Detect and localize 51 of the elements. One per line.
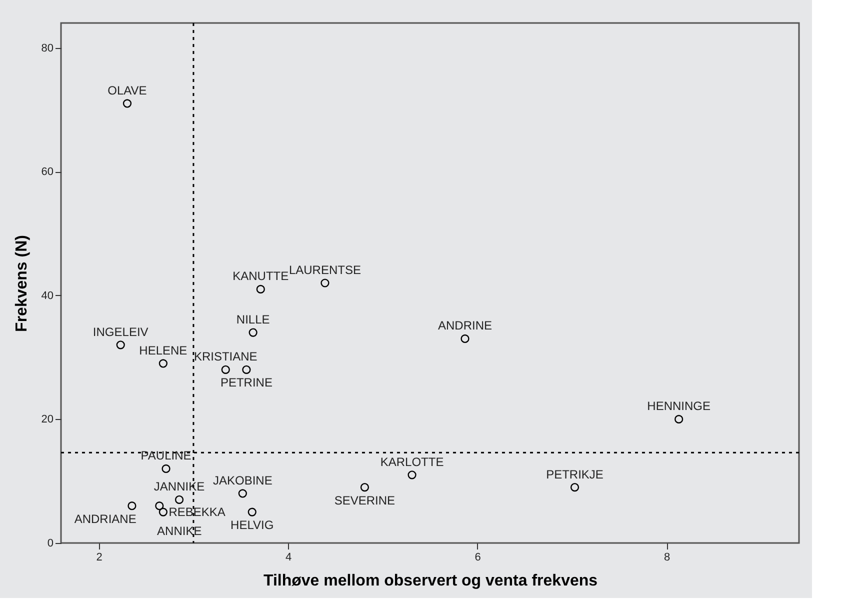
point <box>460 334 470 344</box>
point <box>320 278 330 288</box>
x-tick-label: 8 <box>664 552 670 564</box>
point <box>155 502 164 510</box>
y-tick-label: 0 <box>47 538 54 550</box>
point <box>221 365 230 374</box>
annotation: OLAVE <box>108 83 147 98</box>
annotation: PETRIKJE <box>546 467 604 482</box>
annotation: INGELEIV <box>92 324 148 339</box>
x-axis-title: Tilhøve mellom observert og venta frekvens <box>263 572 598 590</box>
annotation: PAULINE <box>140 448 192 463</box>
point <box>116 340 125 350</box>
x-tick-label: 4 <box>286 552 292 564</box>
annotation: HENNINGE <box>647 399 711 414</box>
annotation: LAURENTSE <box>288 263 361 277</box>
point <box>570 482 580 492</box>
point <box>238 489 247 498</box>
y-tick-label: 80 <box>41 42 54 54</box>
point <box>408 470 416 480</box>
point <box>360 482 370 492</box>
annotation: KANUTTE <box>232 269 289 284</box>
annotation: SEVERINE <box>334 493 396 508</box>
point <box>674 414 684 424</box>
annotation: ANNIKE <box>157 524 202 538</box>
annotation: HELVIG <box>230 518 274 532</box>
point <box>162 464 170 474</box>
annotation: JANNIKE <box>154 480 205 494</box>
annotation: ANDRINE <box>438 318 492 333</box>
point <box>128 502 136 510</box>
point <box>174 495 184 504</box>
annotation: HELENE <box>139 343 188 358</box>
point <box>158 508 168 516</box>
annotation: KRISTIANE <box>194 350 258 364</box>
x-tick-label: 2 <box>96 552 102 564</box>
annotation: NILLE <box>236 312 270 327</box>
point <box>242 365 251 374</box>
annotation: KARLOTTE <box>380 454 444 469</box>
annotation: PETRINE <box>220 376 272 390</box>
point <box>122 99 132 108</box>
y-tick-label: 20 <box>41 414 54 426</box>
x-tick-label: 6 <box>474 552 481 564</box>
point <box>158 359 168 368</box>
annotation: REBEKKA <box>168 505 226 520</box>
y-tick-label: 40 <box>41 290 54 302</box>
y-tick-label: 60 <box>41 166 54 178</box>
point <box>248 328 258 337</box>
y-axis-title: Frekvens (N) <box>13 235 30 332</box>
point <box>248 508 256 516</box>
point <box>256 284 265 294</box>
annotation: ANDRIANE <box>74 512 136 526</box>
annotation: JAKOBINE <box>212 473 272 488</box>
